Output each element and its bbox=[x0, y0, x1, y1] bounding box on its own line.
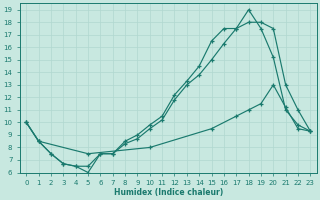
X-axis label: Humidex (Indice chaleur): Humidex (Indice chaleur) bbox=[114, 188, 223, 197]
